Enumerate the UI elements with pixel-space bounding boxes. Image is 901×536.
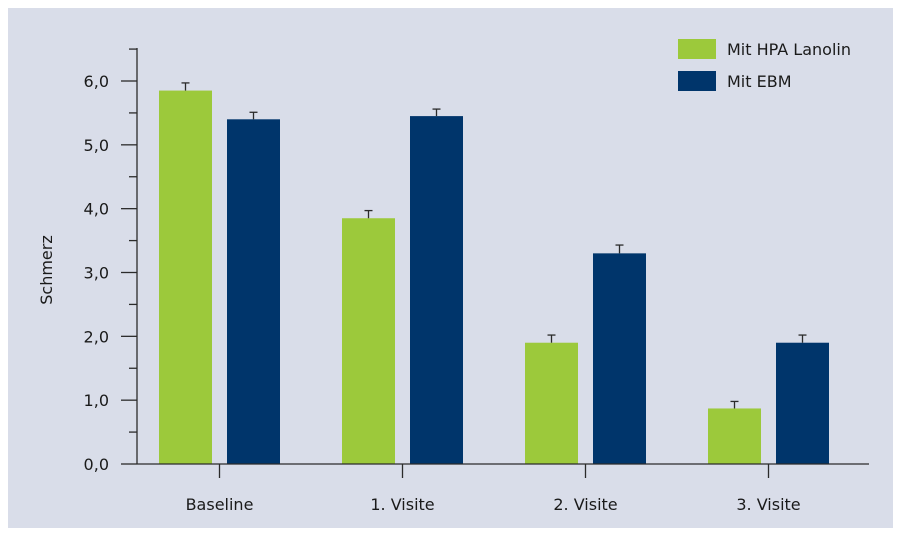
y-tick-label: 6,0 (84, 72, 109, 91)
bars-layer (159, 91, 829, 464)
y-ticks-layer: 0,0 1,0 2,0 3,0 4,0 5,0 6,0 (84, 49, 137, 474)
bar (525, 343, 578, 464)
y-tick-label: 3,0 (84, 264, 109, 283)
bar (227, 119, 280, 464)
bar (593, 253, 646, 464)
legend-swatch (678, 71, 716, 91)
y-axis-title: Schmerz (37, 235, 56, 305)
legend-label: Mit EBM (727, 72, 792, 91)
legend-label: Mit HPA Lanolin (727, 40, 851, 59)
y-tick-label: 1,0 (84, 391, 109, 410)
bar (708, 408, 761, 464)
y-tick-label: 0,0 (84, 455, 109, 474)
bar (159, 91, 212, 464)
y-tick-label: 2,0 (84, 327, 109, 346)
bar (410, 116, 463, 464)
x-tick-label: Baseline (186, 495, 254, 514)
x-tick-label: 1. Visite (370, 495, 434, 514)
legend-swatch (678, 39, 716, 59)
bar (776, 343, 829, 464)
legend: Mit HPA Lanolin Mit EBM (678, 39, 851, 91)
bar (342, 218, 395, 464)
x-tick-label: 3. Visite (736, 495, 800, 514)
x-ticks-layer: Baseline 1. Visite 2. Visite 3. Visite (186, 464, 801, 514)
y-tick-label: 5,0 (84, 136, 109, 155)
y-tick-label: 4,0 (84, 200, 109, 219)
x-tick-label: 2. Visite (553, 495, 617, 514)
